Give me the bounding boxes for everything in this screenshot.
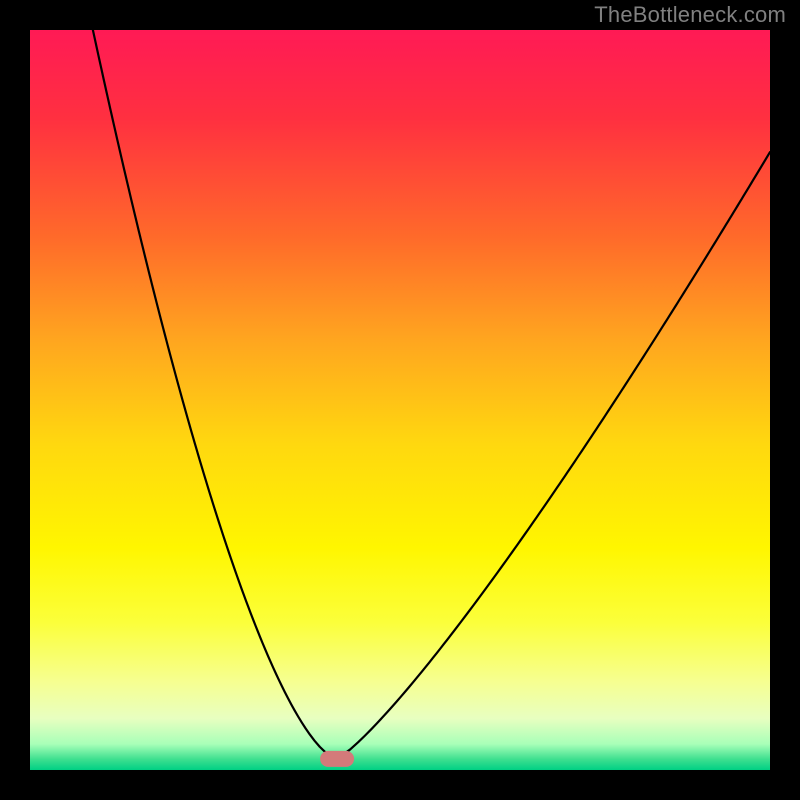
plot-background [30,30,770,770]
chart-container: TheBottleneck.com [0,0,800,800]
watermark-text: TheBottleneck.com [594,2,786,28]
optimum-marker [320,751,354,767]
chart-svg [0,0,800,800]
